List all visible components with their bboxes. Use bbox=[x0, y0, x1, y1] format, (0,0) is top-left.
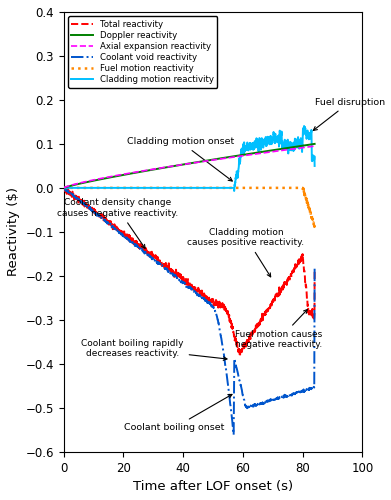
Y-axis label: Reactivity ($): Reactivity ($) bbox=[7, 188, 20, 276]
Text: Coolant density change
causes negative reactivity.: Coolant density change causes negative r… bbox=[57, 198, 178, 248]
Text: Fuel disruption: Fuel disruption bbox=[313, 98, 385, 130]
Legend: Total reactivity, Doppler reactivity, Axial expansion reactivity, Coolant void r: Total reactivity, Doppler reactivity, Ax… bbox=[68, 16, 217, 88]
Text: Cladding motion onset: Cladding motion onset bbox=[127, 137, 234, 181]
Text: Coolant boiling onset: Coolant boiling onset bbox=[124, 394, 232, 432]
Text: Coolant boiling rapidly
decreases reactivity.: Coolant boiling rapidly decreases reacti… bbox=[81, 338, 227, 360]
Text: Cladding motion
causes positive reactivity.: Cladding motion causes positive reactivi… bbox=[187, 228, 305, 277]
Text: Fuel motion causes
negative reactivity.: Fuel motion causes negative reactivity. bbox=[235, 310, 323, 350]
X-axis label: Time after LOF onset (s): Time after LOF onset (s) bbox=[133, 480, 293, 493]
